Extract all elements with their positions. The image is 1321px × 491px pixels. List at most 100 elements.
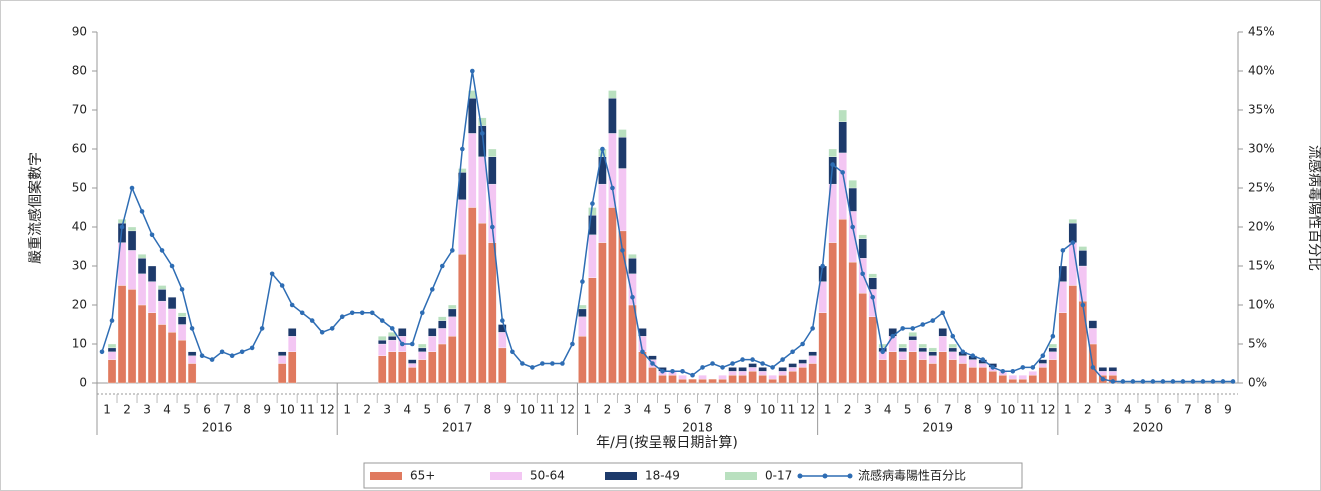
line-point	[870, 294, 875, 300]
line-point	[219, 349, 225, 355]
bar-segment	[448, 316, 457, 337]
bar-segment	[628, 254, 637, 259]
bar-segment	[668, 375, 677, 384]
bar-segment	[738, 367, 747, 372]
line-point	[850, 224, 855, 230]
bar-segment	[728, 371, 737, 376]
bar-segment	[1018, 378, 1027, 384]
x-tick-label: 7	[944, 403, 952, 417]
line-point	[540, 361, 545, 366]
legend-label: 65+	[410, 469, 435, 483]
bar-segment	[778, 371, 787, 376]
bar-segment	[1058, 281, 1068, 313]
line-point	[139, 209, 145, 214]
line-point	[940, 310, 946, 316]
y-tick-label: 50	[72, 181, 87, 195]
y-tick-label: 80	[72, 64, 87, 78]
x-tick-label: 6	[203, 403, 211, 417]
bar-segment	[898, 343, 907, 349]
bar-segment	[278, 355, 287, 364]
line-point	[409, 341, 415, 347]
bar-segment	[908, 332, 917, 337]
bar-segment	[448, 336, 457, 384]
bar-segment	[728, 367, 737, 372]
x-tick-label: 2	[123, 403, 131, 417]
bar-segment	[948, 351, 957, 360]
bar-segment	[1048, 351, 1057, 360]
x-tick-label: 2	[604, 403, 612, 417]
x-tick-label: 8	[484, 403, 492, 417]
bar-segment	[928, 351, 937, 356]
line-point	[510, 349, 515, 355]
line-point	[179, 287, 185, 292]
line-point	[299, 310, 305, 316]
x-tick-label: 5	[183, 403, 191, 417]
bar-segment	[147, 312, 157, 384]
bar-segment	[458, 168, 467, 173]
legend-swatch	[370, 472, 402, 480]
bar-segment	[928, 347, 937, 352]
line-point	[1200, 379, 1206, 384]
bar-segment	[648, 355, 657, 360]
line-point	[1180, 379, 1186, 384]
x-tick-label: 5	[423, 403, 431, 417]
legend-swatch	[490, 472, 522, 480]
line-point	[309, 318, 315, 323]
line-point	[960, 349, 966, 355]
line-point	[119, 224, 125, 230]
line-point	[730, 361, 735, 366]
line-point	[530, 365, 535, 370]
bar-segment	[1038, 367, 1047, 384]
bar-segment	[1038, 363, 1047, 368]
line-point	[349, 310, 355, 316]
x-tick-label: 4	[644, 403, 652, 417]
line-point	[950, 333, 956, 339]
bar-segment	[157, 324, 167, 384]
x-tick-label: 9	[263, 403, 271, 417]
bar-segment	[408, 359, 417, 364]
line-point	[590, 201, 595, 206]
line-point	[740, 357, 745, 362]
bar-segment	[388, 339, 397, 352]
bar-segment	[288, 336, 297, 352]
bar-segment	[948, 359, 957, 384]
legend-marker	[822, 473, 828, 479]
bar-segment	[768, 375, 777, 380]
bar-segment	[608, 98, 617, 134]
bar-segment	[1088, 320, 1098, 329]
bar-segment	[798, 359, 807, 364]
y2-axis-title: 流感病毒陽性百分比	[1306, 145, 1321, 271]
line-point	[1150, 379, 1156, 384]
y2-tick-label: 25%	[1248, 181, 1275, 195]
bar-segment	[848, 180, 857, 189]
bar-segment	[788, 371, 797, 384]
bar-segment	[828, 242, 837, 384]
x-tick-label: 2	[844, 403, 852, 417]
legend-marker	[847, 473, 853, 479]
bar-segment	[1028, 371, 1037, 376]
bar-segment	[488, 156, 497, 185]
bar-segment	[618, 137, 627, 169]
x-tick-label: 7	[704, 403, 712, 417]
line-point	[129, 185, 135, 191]
line-point	[399, 341, 405, 347]
line-point	[1130, 379, 1136, 384]
x-tick-label: 7	[223, 403, 231, 417]
bar-segment	[918, 351, 927, 360]
bar-segment	[708, 378, 717, 384]
line-point	[630, 294, 635, 300]
bar-segment	[1108, 371, 1118, 376]
bar-segment	[768, 378, 777, 384]
line-point	[580, 279, 585, 284]
bar-segment	[808, 355, 817, 364]
bar-segment	[478, 156, 487, 224]
bar-segment	[438, 328, 447, 345]
legend-marker	[797, 473, 803, 479]
bar-segment	[748, 367, 757, 372]
x-tick-label: 3	[624, 403, 632, 417]
bar-segment	[187, 351, 197, 356]
bar-segment	[818, 312, 827, 384]
bar-segment	[848, 261, 857, 384]
bar-segment	[958, 355, 967, 364]
